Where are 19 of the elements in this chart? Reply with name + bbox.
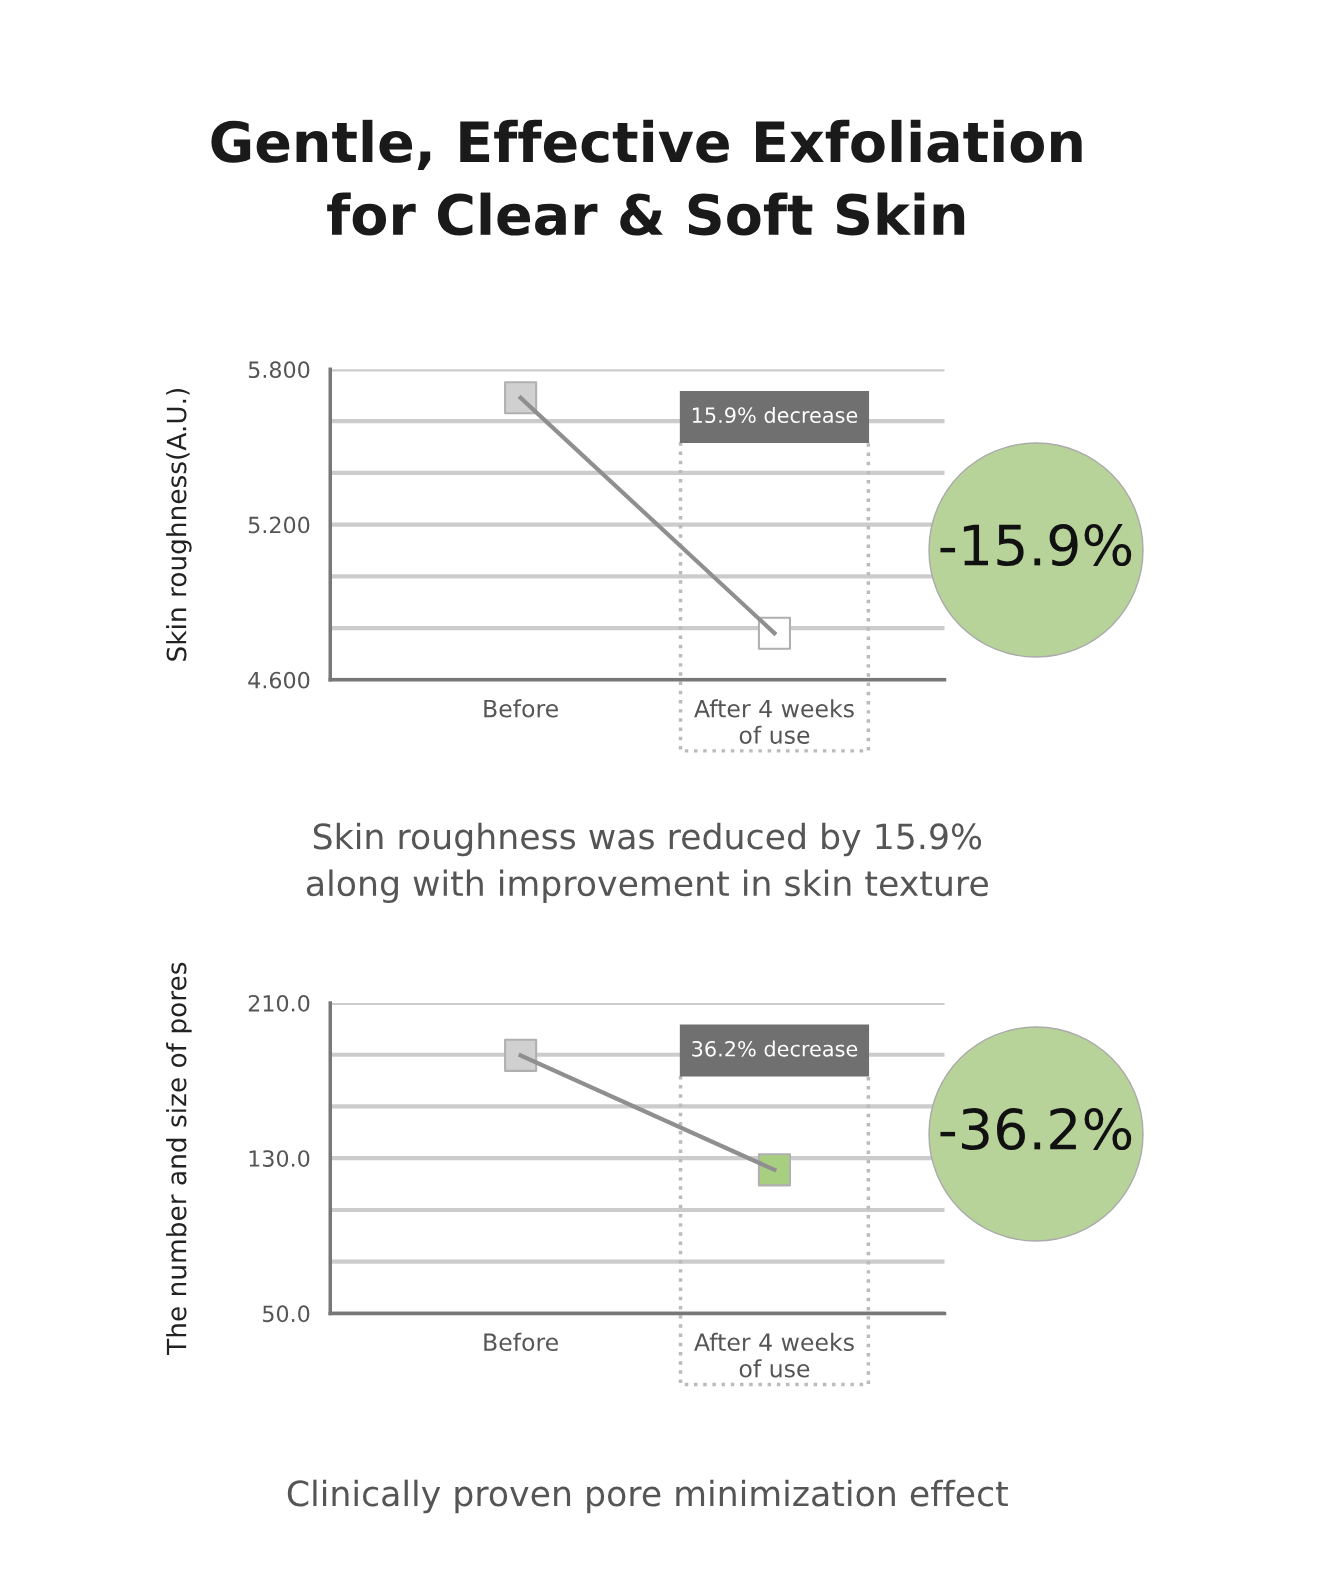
x-tick-label: Before [484,1332,558,1352]
y-tick-label: 4.600 [248,671,310,689]
annotation: -15.9% [940,524,1132,567]
annotation: 15.9% decrease [692,406,858,424]
x-tick-label: Before [484,699,558,718]
annotation: 36.2% decrease [692,1040,858,1057]
text: Clinically proven pore minimization effect [287,1479,1008,1514]
y-axis-title: The number and size of pores [166,962,192,1355]
y-tick-label: 5.800 [248,361,310,379]
x-tick-label: After 4 weeks of use [694,1332,854,1378]
x-tick-label: After 4 weeks of use [694,699,854,744]
text: Skin roughness was reduced by 15.9% along with improvement in skin texture [306,822,988,904]
y-tick-label: 50.0 [263,1305,310,1323]
y-tick-label: 5.200 [248,516,310,534]
chart-title: Gentle, Effective Exfoliation for Clear & Soft Skin [211,119,1082,236]
y-tick-label: 130.0 [249,1150,310,1167]
y-tick-label: 210.0 [248,994,310,1012]
annotation: -36.2% [940,1108,1132,1151]
y-axis-title: Skin roughness(A.U.) [166,388,192,661]
